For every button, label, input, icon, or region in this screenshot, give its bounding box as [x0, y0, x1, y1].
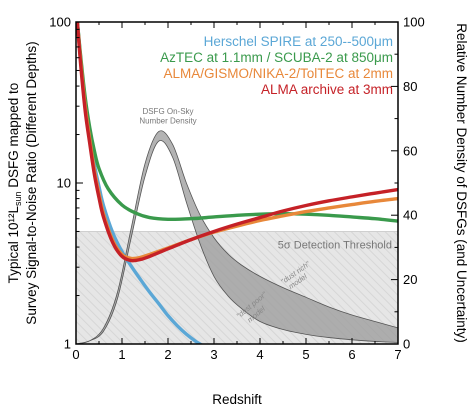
legend-entry-1: Herschel SPIRE at 250--500μm	[204, 34, 393, 49]
series-lines	[76, 22, 398, 344]
y-axis-label-left-line1: Typical 10¹²Lsun DSFG mapped to	[6, 83, 23, 284]
x-tick-label: 1	[118, 347, 125, 362]
x-axis-label: Redshift	[212, 392, 262, 407]
x-tick-label: 0	[72, 347, 79, 362]
legend-entry-4: ALMA archive at 3mm	[261, 82, 393, 97]
y-right-tick-label: 20	[403, 272, 417, 287]
series-line-2	[76, 22, 398, 223]
x-tick-label: 7	[394, 347, 401, 362]
y-axis-label-left-sub: sun	[13, 192, 23, 207]
y-right-tick-label: 60	[403, 143, 417, 158]
x-tick-label: 6	[348, 347, 355, 362]
y-left-tick-label: 1	[64, 337, 71, 352]
x-tick-label: 4	[256, 347, 263, 362]
y-axis-label-left-tail: DSFG mapped to	[6, 83, 21, 192]
x-tick-label: 2	[164, 347, 171, 362]
y-right-tick-label: 0	[403, 337, 410, 352]
detection-threshold-label: 5σ Detection Threshold	[278, 239, 392, 251]
y-axis-label-left-line2: Survey Signal-to-Noise Ratio (Different …	[24, 41, 39, 324]
y-axis-label-left-main: Typical 10¹²L	[6, 206, 21, 284]
legend-entry-3: ALMA/GISMO/NIKA-2/TolTEC at 2mm	[163, 66, 393, 81]
y-left-tick-label: 100	[49, 15, 71, 30]
y-left-tick-label: 10	[57, 176, 71, 191]
series-line-4	[76, 22, 398, 263]
y-axis-label-right: Relative Number Density of DSFGs (and Un…	[454, 23, 469, 343]
density-annotation-line2: Number Density	[139, 116, 196, 125]
y-right-tick-label: 100	[403, 15, 425, 30]
legend-entry-2: AzTEC at 1.1mm / SCUBA-2 at 850μm	[160, 50, 393, 65]
density-annotation-line1: DSFG On-Sky	[142, 107, 193, 116]
x-tick-label: 5	[302, 347, 309, 362]
x-tick-label: 3	[210, 347, 217, 362]
y-right-tick-label: 40	[403, 208, 417, 223]
y-right-tick-label: 80	[403, 79, 417, 94]
